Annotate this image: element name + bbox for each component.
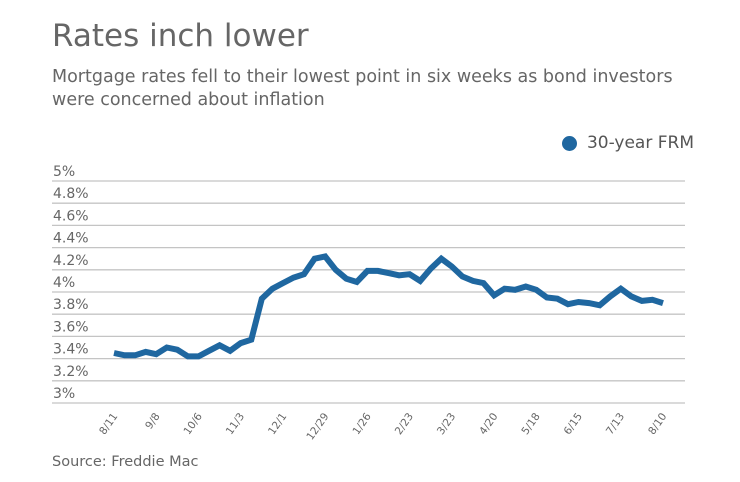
source-note: Source: Freddie Mac bbox=[52, 454, 199, 470]
x-tick-label: 1/26 bbox=[350, 411, 374, 437]
chart-title: Rates inch lower bbox=[52, 18, 309, 54]
x-tick-label: 2/23 bbox=[393, 411, 416, 437]
x-tick-label: 4/20 bbox=[477, 411, 500, 437]
y-tick-label: 4.4% bbox=[53, 231, 89, 247]
x-tick-label: 6/15 bbox=[562, 411, 585, 437]
legend: 30-year FRM bbox=[561, 133, 694, 153]
y-tick-label: 4.8% bbox=[53, 186, 89, 202]
x-tick-label: 10/6 bbox=[182, 411, 206, 437]
y-tick-label: 3.2% bbox=[53, 364, 89, 380]
x-tick-label: 7/13 bbox=[604, 411, 627, 437]
y-tick-label: 4% bbox=[53, 275, 75, 291]
legend-label: 30-year FRM bbox=[586, 133, 694, 153]
legend-swatch bbox=[561, 135, 577, 151]
y-tick-label: 3.4% bbox=[53, 342, 89, 358]
x-tick-label: 12/29 bbox=[304, 411, 331, 443]
x-tick-label: 8/11 bbox=[97, 411, 120, 437]
y-tick-label: 3% bbox=[53, 386, 75, 402]
x-tick-label: 3/23 bbox=[435, 411, 458, 437]
chart-subtitle: Mortgage rates fell to their lowest poin… bbox=[52, 67, 673, 110]
x-tick-label: 12/1 bbox=[266, 411, 289, 437]
y-tick-label: 4.2% bbox=[53, 253, 89, 269]
y-tick-label: 5% bbox=[53, 164, 75, 180]
x-tick-label: 11/3 bbox=[224, 411, 247, 437]
y-tick-label: 3.6% bbox=[53, 319, 89, 335]
x-tick-label: 5/18 bbox=[519, 411, 542, 437]
series-line-30-year-frm bbox=[113, 253, 664, 360]
y-tick-label: 4.6% bbox=[53, 208, 89, 224]
x-tick-label: 9/8 bbox=[143, 411, 163, 432]
x-tick-label: 8/10 bbox=[646, 411, 669, 437]
y-tick-label: 3.8% bbox=[53, 297, 89, 313]
